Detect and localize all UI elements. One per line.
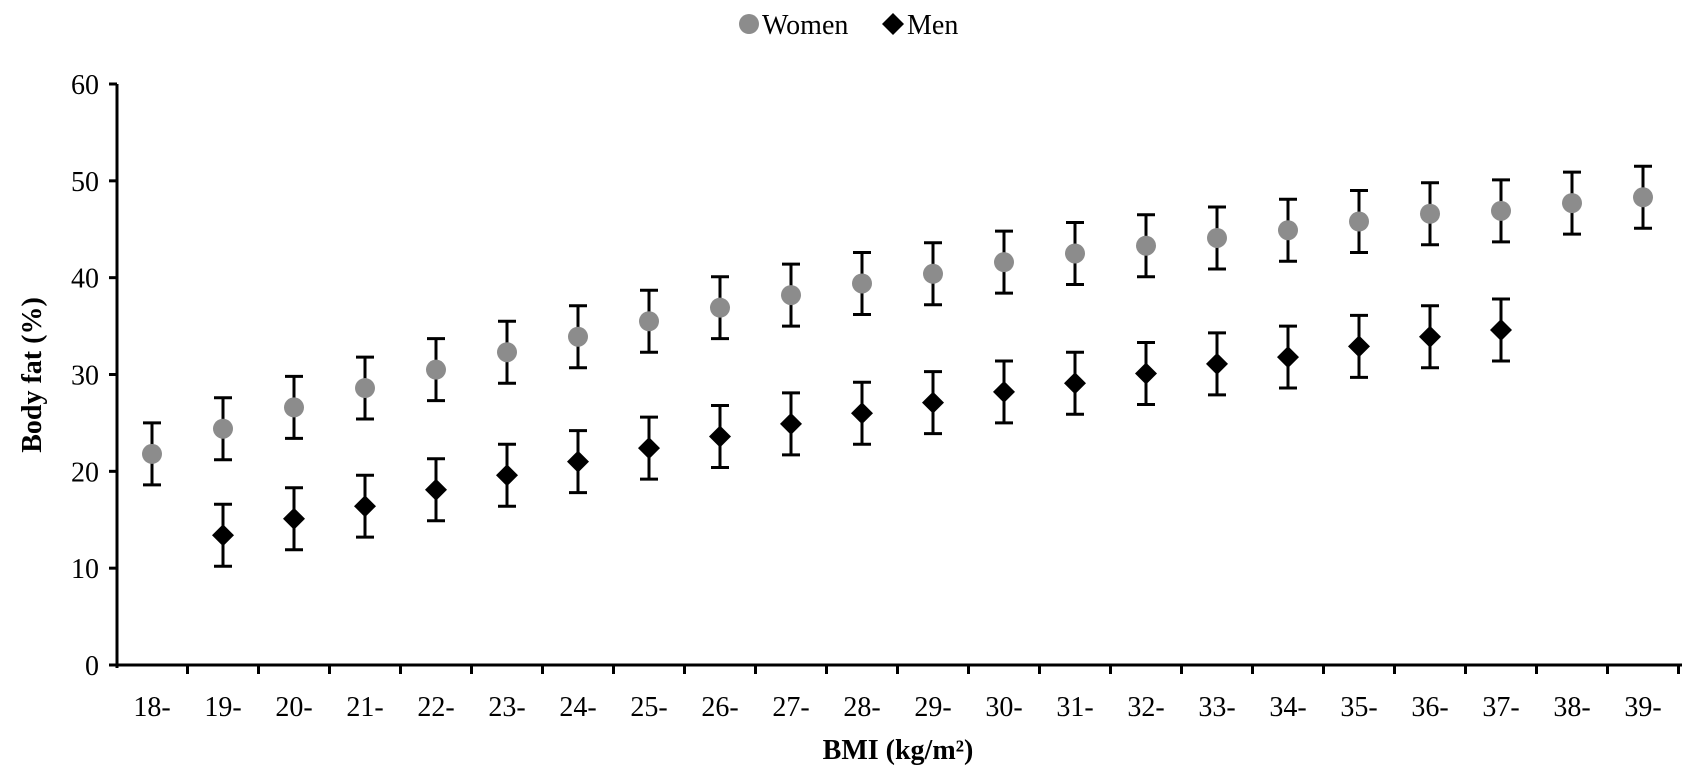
men-point bbox=[425, 478, 447, 501]
men-point bbox=[354, 495, 376, 518]
women-point bbox=[568, 326, 588, 347]
x-tick-label: 35- bbox=[1340, 692, 1377, 723]
women-point bbox=[1562, 193, 1582, 214]
x-ticks: 18- 19- 20- 21- 22- 23- 24- 25- 26- 27- 28- 29- 30- 3… bbox=[133, 665, 1680, 723]
series-men bbox=[212, 297, 1512, 568]
x-tick-label: 19- bbox=[204, 692, 241, 723]
women-point bbox=[1207, 227, 1227, 248]
x-tick-label: 27- bbox=[772, 692, 809, 723]
x-tick-label: 33- bbox=[1198, 692, 1235, 723]
legend-label-men: Men bbox=[907, 10, 958, 41]
men-point bbox=[709, 425, 731, 448]
women-point bbox=[284, 397, 304, 418]
women-point bbox=[1349, 211, 1369, 232]
x-tick-label: 22- bbox=[417, 692, 454, 723]
women-point bbox=[710, 297, 730, 318]
y-axis-title: Body fat (%) bbox=[17, 297, 48, 453]
x-tick-label: 23- bbox=[488, 692, 525, 723]
women-point bbox=[923, 263, 943, 284]
x-tick-label: 20- bbox=[275, 692, 312, 723]
men-point bbox=[1135, 362, 1157, 385]
men-point bbox=[496, 464, 518, 487]
men-point bbox=[1490, 318, 1512, 341]
x-tick-label: 25- bbox=[630, 692, 667, 723]
x-tick-label: 28- bbox=[843, 692, 880, 723]
x-tick-label: 34- bbox=[1269, 692, 1306, 723]
men-point bbox=[851, 402, 873, 425]
men-point bbox=[283, 507, 305, 530]
x-tick-label: 21- bbox=[346, 692, 383, 723]
series-women bbox=[142, 164, 1653, 487]
legend-label-women: Women bbox=[762, 10, 848, 41]
women-point bbox=[355, 378, 375, 399]
women-point bbox=[497, 342, 517, 363]
x-tick-label: 38- bbox=[1553, 692, 1590, 723]
women-point bbox=[1491, 200, 1511, 221]
y-tick-label: 40 bbox=[71, 264, 99, 295]
axes bbox=[115, 84, 1682, 668]
y-tick-label: 0 bbox=[85, 651, 99, 682]
men-point bbox=[1277, 346, 1299, 369]
men-point bbox=[1064, 372, 1086, 395]
men-point bbox=[922, 391, 944, 414]
women-point bbox=[1136, 235, 1156, 256]
men-point bbox=[1206, 352, 1228, 375]
x-tick-label: 37- bbox=[1482, 692, 1519, 723]
legend-marker-women bbox=[739, 14, 759, 34]
women-point bbox=[1420, 203, 1440, 224]
y-tick-label: 50 bbox=[71, 167, 99, 198]
women-point bbox=[1065, 243, 1085, 264]
x-axis-title: BMI (kg/m²) bbox=[823, 735, 974, 766]
women-point bbox=[213, 418, 233, 439]
men-point bbox=[212, 524, 234, 547]
legend-marker-men bbox=[882, 13, 904, 35]
women-point bbox=[994, 252, 1014, 273]
men-point bbox=[638, 437, 660, 460]
y-tick-label: 60 bbox=[71, 70, 99, 101]
men-point bbox=[780, 412, 802, 435]
y-ticks: 0 10 20 30 40 50 60 bbox=[71, 70, 117, 682]
women-point bbox=[781, 285, 801, 306]
y-tick-label: 30 bbox=[71, 361, 99, 392]
men-point bbox=[1348, 335, 1370, 358]
women-point bbox=[1633, 187, 1653, 208]
x-tick-label: 36- bbox=[1411, 692, 1448, 723]
women-point bbox=[426, 359, 446, 380]
x-tick-label: 29- bbox=[914, 692, 951, 723]
x-tick-label: 26- bbox=[701, 692, 738, 723]
men-point bbox=[567, 450, 589, 473]
x-tick-label: 18- bbox=[133, 692, 170, 723]
men-point bbox=[993, 380, 1015, 403]
x-tick-label: 31- bbox=[1056, 692, 1093, 723]
women-point bbox=[852, 273, 872, 294]
women-point bbox=[639, 311, 659, 332]
women-point bbox=[142, 443, 162, 464]
y-tick-label: 10 bbox=[71, 554, 99, 585]
x-tick-label: 39- bbox=[1624, 692, 1661, 723]
x-tick-label: 32- bbox=[1127, 692, 1164, 723]
x-tick-label: 24- bbox=[559, 692, 596, 723]
y-tick-label: 20 bbox=[71, 457, 99, 488]
women-point bbox=[1278, 220, 1298, 241]
men-point bbox=[1419, 325, 1441, 348]
x-tick-label: 30- bbox=[985, 692, 1022, 723]
legend: Women Men bbox=[739, 10, 958, 41]
